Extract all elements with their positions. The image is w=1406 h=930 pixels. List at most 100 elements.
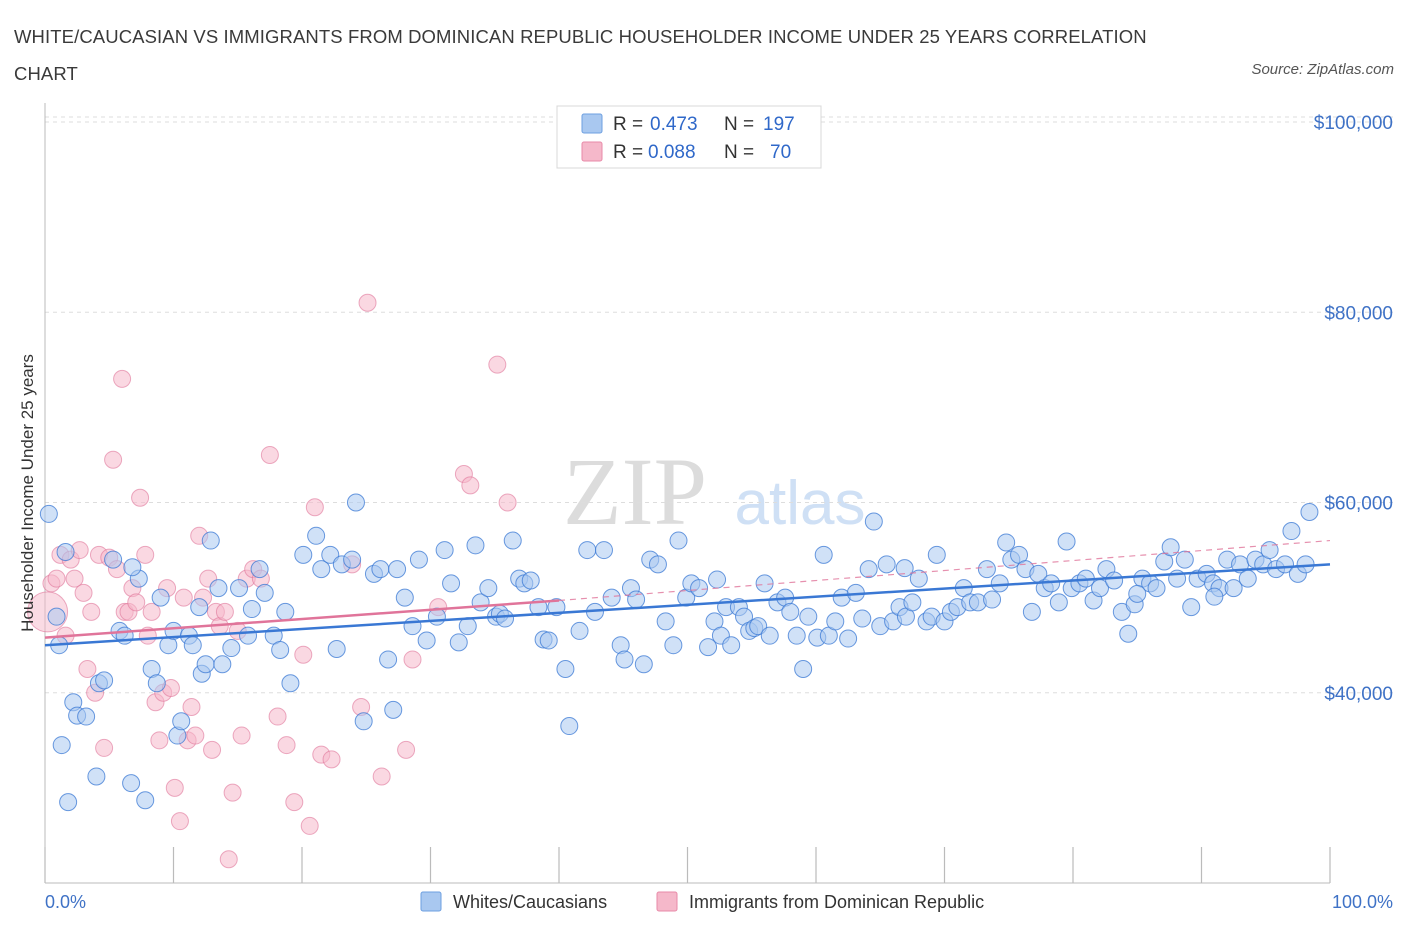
whites-point [760,626,779,645]
dominican-point [203,740,222,759]
whites-point [903,593,922,612]
whites-point [95,671,114,690]
whites-point [1282,522,1301,541]
whites-point [123,558,142,577]
x-label-min: 0.0% [45,892,86,912]
whites-point [927,545,946,564]
y-axis-title: Householder Income Under 25 years [18,354,37,632]
whites-point [1119,624,1138,643]
whites-point [749,617,768,636]
dominican-point [150,731,169,750]
whites-point [1182,598,1201,617]
whites-point [634,655,653,674]
whites-point [799,607,818,626]
dominican-point [260,445,279,464]
whites-point [690,579,709,598]
dominican-point [95,738,114,757]
whites-point [39,504,58,523]
whites-point [839,629,858,648]
whites-point [1161,538,1180,557]
whites-point [1175,550,1194,569]
dominican-trend-extension [558,539,1331,602]
dominican-point [131,488,150,507]
whites-point [755,574,774,593]
whites-point [983,590,1002,609]
dominican-point [397,740,416,759]
whites-point [594,541,613,560]
whites-point [395,588,414,607]
whites-point [417,631,436,650]
whites-point [346,493,365,512]
whites-point [722,636,741,655]
whites-point [388,560,407,579]
whites-point [578,541,597,560]
whites-point [147,674,166,693]
dominican-point [104,450,123,469]
legend-r-value-dominican: 0.088 [648,142,696,163]
bottom-legend-swatch-whites [420,891,442,912]
dominican-point [78,659,97,678]
whites-point [909,569,928,588]
whites-point [281,674,300,693]
whites-point [312,560,331,579]
whites-point [656,612,675,631]
whites-point [230,579,249,598]
whites-point [384,700,403,719]
whites-point [627,590,646,609]
whites-point [556,659,575,678]
whites-point [242,600,261,619]
legend-swatch-whites [581,113,603,134]
whites-point [853,609,872,628]
whites-point [209,579,228,598]
whites-point [1238,569,1257,588]
trend-lines [44,539,1331,647]
whites-point [1300,503,1319,522]
whites-point [787,626,806,645]
whites-point [570,621,589,640]
whites-point [539,631,558,650]
whites-point [136,791,155,810]
whites-point [343,550,362,569]
whites-point [521,571,540,590]
whites-point [990,574,1009,593]
whites-point [255,583,274,602]
dominican-point [174,588,193,607]
whites-point [172,712,191,731]
legend-r-label-dominican: R = [613,142,643,163]
bottom-legend: Whites/Caucasians Immigrants from Domini… [420,891,984,912]
whites-point [699,638,718,657]
whites-point [1057,532,1076,551]
whites-point [104,550,123,569]
dominican-point [461,476,480,495]
whites-point [814,545,833,564]
y-axis-labels: $40,000 $60,000 $80,000 $100,000 [1314,113,1393,705]
whites-point [276,602,295,621]
bottom-legend-label-whites: Whites/Caucasians [453,892,607,912]
whites-point [371,560,390,579]
top-legend: R = 0.473 N = 197 R = 0.088 N = 70 [556,105,822,169]
whites-point [222,639,241,658]
dominican-point [186,726,205,745]
dominican-point [219,850,238,869]
whites-point [321,545,340,564]
dominican-point [215,602,234,621]
whites-point [864,512,883,531]
whites-point [1105,571,1124,590]
dominican-point [74,583,93,602]
whites-point [1224,579,1243,598]
whites-point [1147,579,1166,598]
legend-n-label-whites: N = [724,114,754,135]
whites-point [77,707,96,726]
dominican-point [47,569,66,588]
whites-point [239,626,258,645]
whites-point [826,612,845,631]
dominican-point [488,355,507,374]
x-axis-ticks [44,847,1331,883]
whites-point [503,531,522,550]
whites-point [201,531,220,550]
whites-point [87,767,106,786]
y-tick-label-60000: $60,000 [1324,494,1393,515]
whites-point [877,555,896,574]
dominican-point [127,593,146,612]
